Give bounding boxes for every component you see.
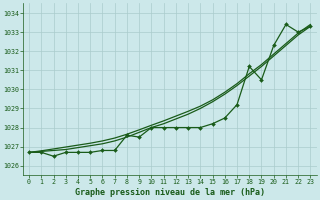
X-axis label: Graphe pression niveau de la mer (hPa): Graphe pression niveau de la mer (hPa) — [75, 188, 265, 197]
